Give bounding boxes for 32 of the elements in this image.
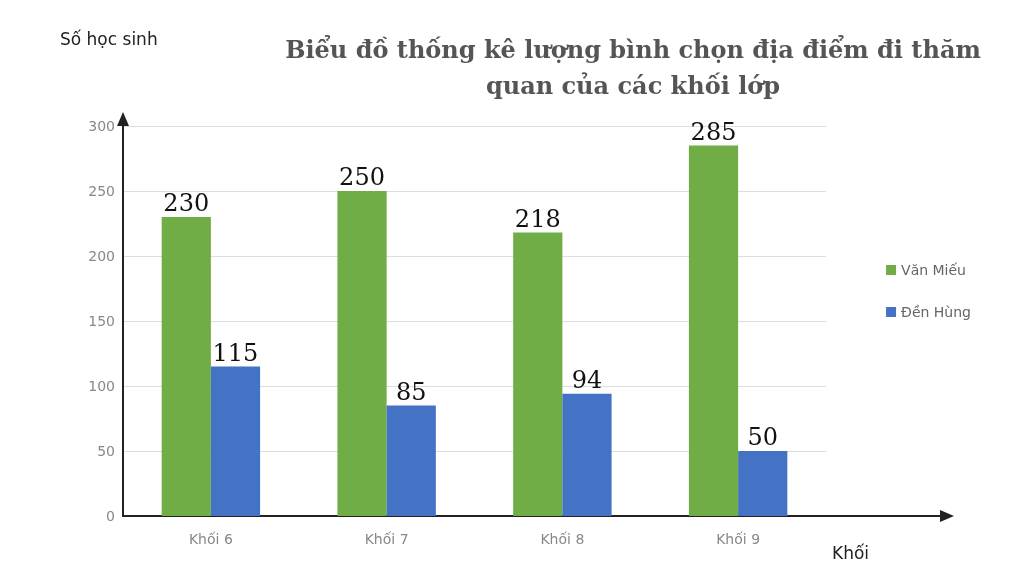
legend-label: Văn Miếu xyxy=(901,262,966,278)
y-tick-label: 150 xyxy=(88,313,115,329)
y-tick-label: 250 xyxy=(88,183,115,199)
data-label: 50 xyxy=(747,423,778,451)
data-label: 285 xyxy=(690,117,737,146)
chart-title: Biểu đồ thống kê lượng bình chọn địa điểm đi thăm quan của các khối lớp xyxy=(285,34,981,100)
data-label: 218 xyxy=(514,204,561,233)
y-tick-label: 50 xyxy=(97,443,115,459)
bar xyxy=(562,393,612,516)
data-label: 94 xyxy=(571,365,603,394)
bar xyxy=(513,232,563,516)
bar xyxy=(161,217,211,516)
y-tick-label: 300 xyxy=(88,118,115,134)
x-tick-label: Khối 8 xyxy=(540,531,585,547)
bar xyxy=(738,451,788,516)
data-label: 230 xyxy=(163,189,210,217)
data-label: 115 xyxy=(212,338,259,367)
bar xyxy=(337,191,387,516)
y-tick-label: 200 xyxy=(88,248,115,264)
y-tick-label: 0 xyxy=(106,508,115,524)
bar xyxy=(688,145,739,516)
y-tick-label: 100 xyxy=(88,378,115,394)
bar xyxy=(386,405,436,516)
bar xyxy=(210,366,261,516)
data-label: 85 xyxy=(395,377,427,406)
x-axis-title: Khối xyxy=(832,542,870,563)
data-label: 250 xyxy=(339,163,385,191)
x-tick-label: Khối 7 xyxy=(364,531,409,547)
y-axis-title: Số học sinh xyxy=(60,28,158,49)
x-tick-label: Khối 6 xyxy=(188,531,233,547)
legend-label: Đền Hùng xyxy=(901,304,972,320)
x-tick-label: Khối 9 xyxy=(716,531,761,547)
